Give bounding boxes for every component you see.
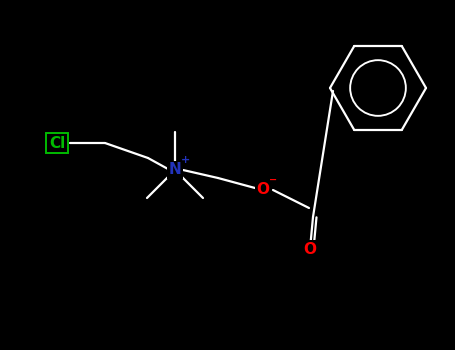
Text: −: −	[269, 175, 277, 185]
Text: N: N	[169, 162, 182, 177]
Text: Cl: Cl	[49, 135, 65, 150]
Text: +: +	[180, 155, 190, 165]
Text: O: O	[303, 241, 317, 257]
Text: O: O	[257, 182, 269, 197]
